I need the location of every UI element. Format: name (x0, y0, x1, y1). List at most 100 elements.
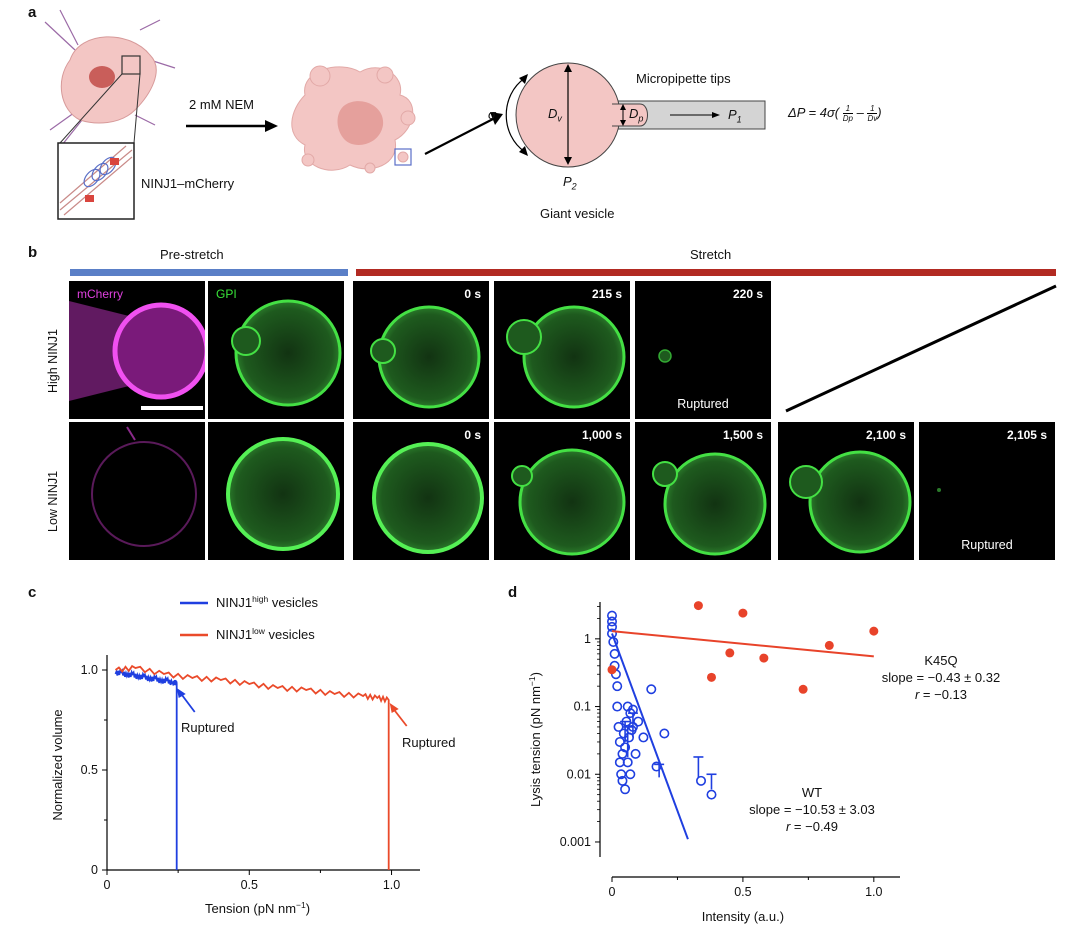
series-line-low (114, 664, 390, 870)
panel-letter-b: b (28, 244, 38, 261)
blebbing-cell-illustration (291, 65, 416, 174)
k45q-point (693, 601, 703, 611)
wt-point (630, 748, 641, 759)
vesicle-label: Giant vesicle (540, 206, 615, 221)
k45q-slope: slope = −0.43 ± 0.32 (882, 670, 1000, 685)
time-label: 2,100 s (865, 428, 906, 442)
prestretch-label: Pre-stretch (160, 247, 224, 262)
cell-illustration (44, 9, 176, 151)
x-tick-label: 1.0 (865, 885, 882, 899)
channel-label-mcherry: mCherry (77, 287, 124, 301)
stretch-label: Stretch (690, 247, 732, 262)
wt-point (621, 716, 632, 727)
wt-point (612, 701, 623, 712)
tile-high-gpi: GPI (208, 281, 344, 419)
wt-point (638, 732, 649, 743)
k45q-fit-line (611, 630, 874, 658)
ruptured-label: Ruptured (677, 397, 729, 411)
time-label: 1,500 s (722, 428, 763, 442)
x-tick-label: 0.5 (734, 885, 751, 899)
series-line-high (114, 667, 178, 870)
legend-entry: NINJ1low vesicles (216, 626, 315, 642)
x-axis-label: Tension (pN nm−1) (205, 900, 310, 916)
wt-point (659, 728, 670, 739)
tile-low-0s: 0 s (353, 422, 489, 560)
x-axis-label: Intensity (a.u.) (702, 909, 784, 924)
p1-label: P1 (728, 107, 742, 125)
rupture-arrowhead-high (176, 688, 186, 698)
k45q-point (824, 640, 834, 650)
wt-point (617, 748, 628, 759)
x-tick-label: 0 (609, 885, 616, 899)
x-tick-label: 0 (104, 878, 111, 892)
k45q-point (759, 653, 769, 663)
tile-high-0s: 0 s (353, 281, 489, 419)
sigma-label: σ (488, 107, 496, 122)
tile-low-gpi (208, 422, 344, 560)
channel-label-gpi: GPI (216, 287, 237, 301)
y-tick-label: 1.0 (81, 663, 98, 677)
y-tick-label: 0 (91, 863, 98, 877)
y-tick-label: 1 (584, 632, 591, 646)
wt-point (646, 684, 657, 695)
x-tick-label: 0.5 (241, 878, 258, 892)
k45q-point (607, 665, 617, 675)
vesicle-aspiration-diagram (505, 62, 766, 168)
panel-letter-a: a (28, 4, 37, 21)
wt-point (612, 681, 623, 692)
wt-point (620, 742, 631, 753)
panel-letter-c: c (28, 584, 37, 601)
wt-point (607, 616, 618, 627)
wt-point (620, 784, 631, 795)
wt-point (706, 789, 717, 800)
rupture-label-low: Ruptured (402, 735, 455, 750)
protein-label: NINJ1–mCherry (141, 176, 235, 191)
y-tick-label: 0.001 (560, 835, 591, 849)
wt-fit-line (611, 633, 689, 840)
chart-d: 0 0.5 1.0 0.001 0.01 0.1 1 K45Q slope = −0.43 ± … (527, 601, 1000, 924)
treatment-label: 2 mM NEM (189, 97, 254, 112)
wt-point (613, 721, 624, 732)
k45q-point (798, 684, 808, 694)
tile-low-1000s: 1,000 s (494, 422, 630, 560)
wt-point (607, 621, 618, 632)
wt-point (627, 704, 638, 715)
time-label: 0 s (464, 428, 481, 442)
row-label-high: High NINJ1 (46, 329, 60, 393)
time-label: 220 s (732, 287, 763, 301)
to-vesicle-arrow (424, 117, 496, 155)
wt-point (622, 757, 633, 768)
membrane-zoom-box (57, 142, 135, 220)
tile-high-mcherry: mCherry (69, 281, 205, 419)
p2-label: P2 (563, 174, 577, 192)
wt-point (696, 775, 707, 786)
tile-high-215s: 215 s (494, 281, 630, 419)
tile-low-2100s: 2,100 s (778, 422, 914, 560)
dp-label: Dp (629, 106, 644, 124)
y-tick-label: 0.01 (567, 767, 591, 781)
k45q-r: r = −0.13 (915, 687, 967, 702)
wt-point (627, 721, 638, 732)
k45q-point (869, 626, 879, 636)
no-data-slash (785, 284, 1057, 413)
time-label: 2,105 s (1006, 428, 1047, 442)
tile-low-1500s: 1,500 s (635, 422, 771, 560)
panel-letter-d: d (508, 584, 518, 601)
legend-entry: NINJ1high vesicles (216, 594, 319, 610)
tile-high-220s: 220 s Ruptured (635, 281, 771, 419)
y-tick-label: 0.5 (81, 763, 98, 777)
wt-point (607, 610, 618, 621)
k45q-label: K45Q (924, 653, 957, 668)
wt-point (617, 775, 628, 786)
k45q-point (738, 608, 748, 618)
k45q-point (725, 648, 735, 658)
time-label: 0 s (464, 287, 481, 301)
wt-slope: slope = −10.53 ± 3.03 (749, 802, 875, 817)
wt-point (614, 736, 625, 747)
prestretch-bar (70, 269, 348, 276)
y-axis-label: Normalized volume (50, 709, 65, 820)
wt-r: r = −0.49 (786, 819, 838, 834)
rupture-arrowhead-low (389, 703, 399, 713)
x-tick-label: 1.0 (383, 878, 400, 892)
rupture-label-high: Ruptured (181, 720, 234, 735)
